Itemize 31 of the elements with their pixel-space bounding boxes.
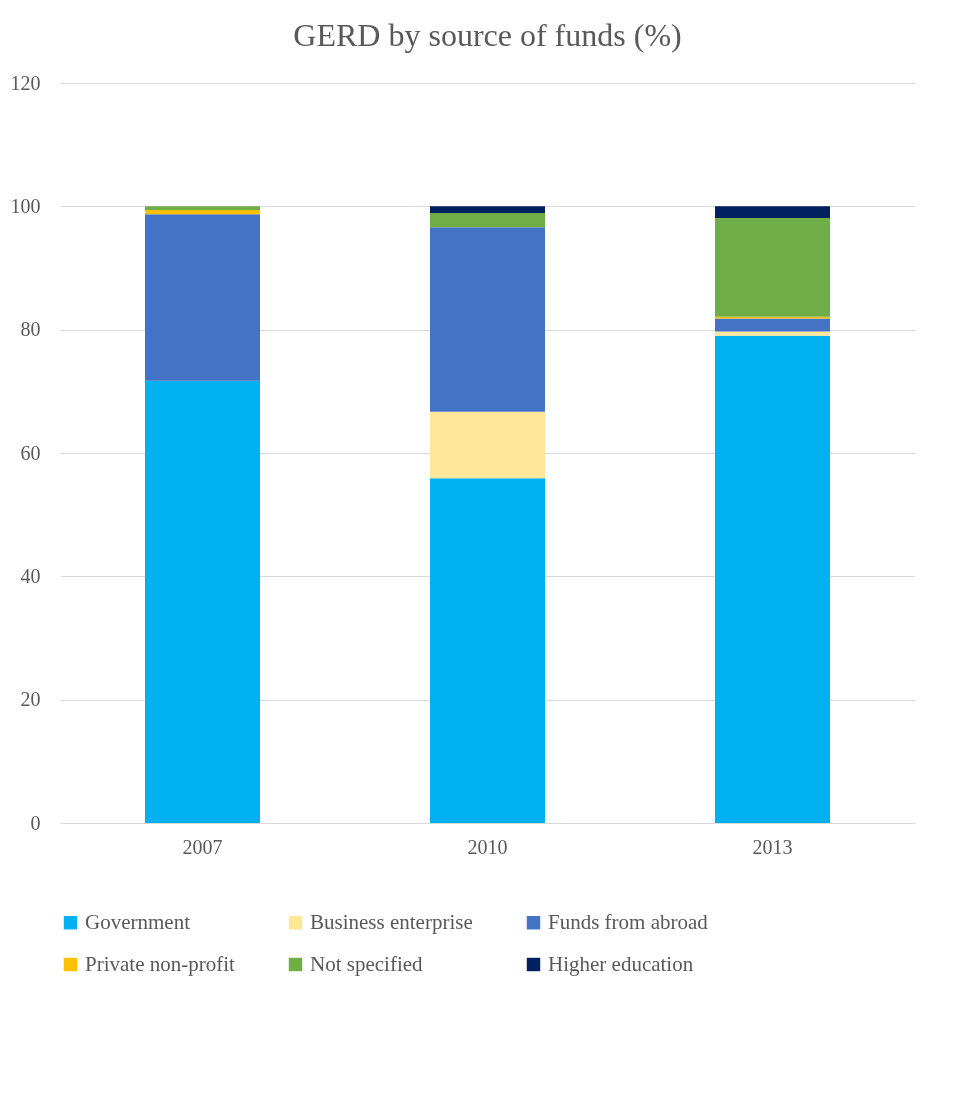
- bar: [145, 214, 260, 381]
- x-tick-label: 2010: [467, 835, 508, 858]
- legend-label: Government: [85, 909, 191, 934]
- x-tick-label: 2013: [752, 835, 793, 858]
- bar: [430, 206, 545, 214]
- y-tick-label: 80: [20, 318, 41, 341]
- bar: [430, 213, 545, 228]
- bar: [715, 331, 830, 336]
- y-tick-label: 100: [10, 194, 41, 217]
- y-tick-label: 120: [10, 71, 41, 94]
- y-tick-label: 40: [20, 564, 41, 587]
- bar: [430, 227, 545, 412]
- y-tick-label: 60: [20, 441, 41, 464]
- legend-label: Private non-profit: [85, 951, 236, 976]
- legend-label: Higher education: [548, 951, 694, 976]
- bar: [715, 335, 830, 823]
- bar: [715, 318, 830, 332]
- bar: [430, 411, 545, 479]
- y-tick-label: 0: [30, 811, 41, 834]
- legend-label: Not specified: [310, 951, 424, 976]
- x-tick-label: 2007: [182, 835, 223, 858]
- y-tick-label: 20: [20, 688, 41, 711]
- bar: [145, 210, 260, 215]
- chart-title: GERD by source of funds (%): [293, 17, 682, 53]
- bar: [430, 478, 545, 823]
- legend-label: Business enterprise: [310, 909, 473, 934]
- bar: [715, 218, 830, 317]
- bar: [715, 206, 830, 219]
- bar: [145, 380, 260, 823]
- bar: [145, 206, 260, 211]
- legend-label: Funds from abroad: [548, 909, 709, 934]
